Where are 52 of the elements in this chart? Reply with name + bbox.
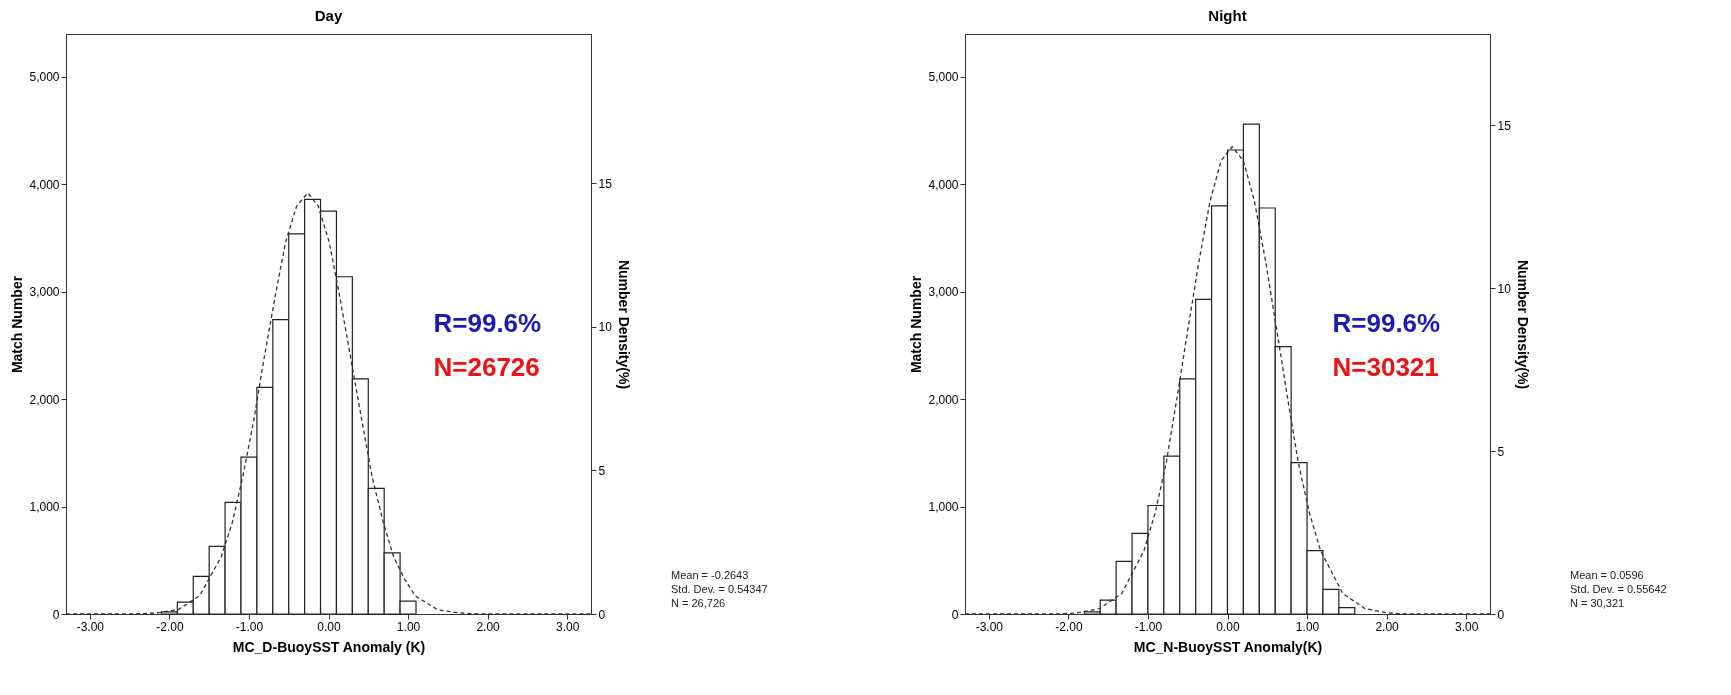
- y-tick-label: 1,000: [29, 500, 60, 515]
- y2-tick-label: 15: [598, 176, 613, 191]
- x-axis-title: MC_N-BuoySST Anomaly(K): [1133, 638, 1323, 655]
- y2-tick-label: 15: [1497, 118, 1512, 133]
- y-tick-label: 3,000: [928, 285, 959, 300]
- x-tick-label: 1.00: [1295, 619, 1320, 634]
- chart-title: Day: [314, 7, 343, 24]
- x-tick-label: -2.00: [156, 619, 184, 634]
- y-tick-label: 1,000: [928, 500, 959, 515]
- y-tick-label: 0: [52, 607, 60, 622]
- y-axis-title: Match Number: [908, 275, 925, 374]
- text: Std. Dev. = 0.55642: [1570, 583, 1667, 595]
- y2-tick-label: 10: [1497, 281, 1512, 296]
- y-tick-label: 4,000: [29, 177, 60, 192]
- y2-tick-label: 5: [1497, 444, 1505, 459]
- x-tick-label: -3.00: [975, 619, 1004, 634]
- x-axis-title: MC_D-BuoySST Anomaly (K): [232, 638, 426, 655]
- annotation: R=99.6%: [1332, 308, 1441, 338]
- x-tick-label: -2.00: [1055, 619, 1083, 634]
- x-tick-label: 1.00: [396, 619, 421, 634]
- x-tick-label: 0.00: [317, 619, 341, 634]
- y2-tick-label: 0: [1497, 607, 1505, 622]
- y2-axis-title: Number Density(%): [615, 259, 632, 390]
- text: N = 26,726: [671, 597, 726, 609]
- y-tick-label: 4,000: [928, 177, 959, 192]
- annotation: N=30321: [1332, 351, 1439, 382]
- x-tick-label: -3.00: [76, 619, 105, 634]
- text: N = 30,321: [1570, 597, 1625, 609]
- chart-title: Night: [1208, 7, 1247, 24]
- x-tick-label: -1.00: [1134, 619, 1163, 634]
- y-tick-label: 3,000: [29, 285, 60, 300]
- y2-tick-label: 5: [598, 463, 606, 478]
- x-tick-label: 0.00: [1216, 619, 1240, 634]
- y-tick-label: 2,000: [29, 392, 60, 407]
- annotation: N=26726: [433, 351, 540, 382]
- x-tick-label: -1.00: [235, 619, 264, 634]
- x-tick-label: 2.00: [476, 619, 501, 634]
- annotation: R=99.6%: [433, 308, 542, 338]
- y-tick-label: 0: [951, 607, 959, 622]
- x-tick-label: 3.00: [555, 619, 580, 634]
- y-tick-label: 5,000: [29, 70, 60, 85]
- text: Mean = -0.2643: [671, 569, 749, 581]
- y-axis-title: Match Number: [9, 275, 26, 374]
- y-tick-label: 5,000: [928, 70, 959, 85]
- y2-tick-label: 10: [598, 320, 613, 335]
- text: Std. Dev. = 0.54347: [671, 583, 768, 595]
- y2-axis-title: Number Density(%): [1514, 259, 1531, 390]
- x-tick-label: 3.00: [1454, 619, 1479, 634]
- x-tick-label: 2.00: [1375, 619, 1400, 634]
- y2-tick-label: 0: [598, 607, 606, 622]
- text: Mean = 0.0596: [1570, 569, 1644, 581]
- y-tick-label: 2,000: [928, 392, 959, 407]
